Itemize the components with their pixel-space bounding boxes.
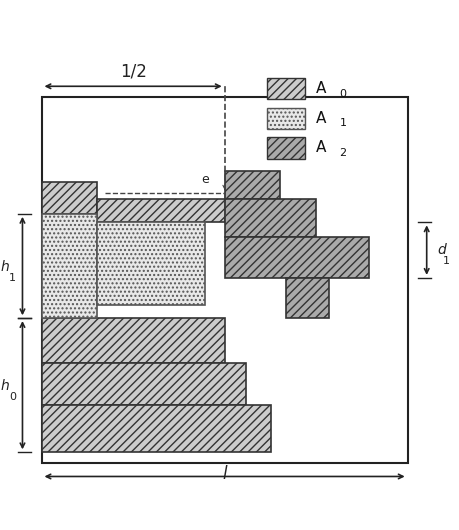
Text: 1: 1 <box>442 256 449 266</box>
Text: d: d <box>437 243 445 257</box>
Text: e: e <box>201 173 209 186</box>
Bar <box>41 97 407 463</box>
Text: h: h <box>1 260 10 274</box>
Bar <box>224 171 279 199</box>
Text: 2: 2 <box>339 148 346 158</box>
Bar <box>267 137 305 158</box>
Text: l: l <box>222 465 226 483</box>
Bar <box>224 237 369 278</box>
Text: 0: 0 <box>9 392 16 402</box>
Bar <box>285 278 328 318</box>
Text: 1: 1 <box>339 118 346 128</box>
Text: A: A <box>315 81 326 96</box>
Text: A: A <box>315 111 326 126</box>
Bar <box>97 223 205 305</box>
Bar <box>41 214 97 318</box>
Bar <box>41 182 97 214</box>
Bar <box>41 318 224 363</box>
Bar <box>41 405 271 452</box>
Bar <box>97 199 224 223</box>
Text: 0: 0 <box>339 89 346 99</box>
Bar <box>267 108 305 129</box>
Text: 1: 1 <box>9 273 16 283</box>
Text: 1/2: 1/2 <box>119 63 146 81</box>
Bar <box>41 363 245 405</box>
Text: h: h <box>1 379 10 393</box>
Text: A: A <box>315 140 326 155</box>
Bar <box>224 199 315 237</box>
Bar <box>267 78 305 99</box>
